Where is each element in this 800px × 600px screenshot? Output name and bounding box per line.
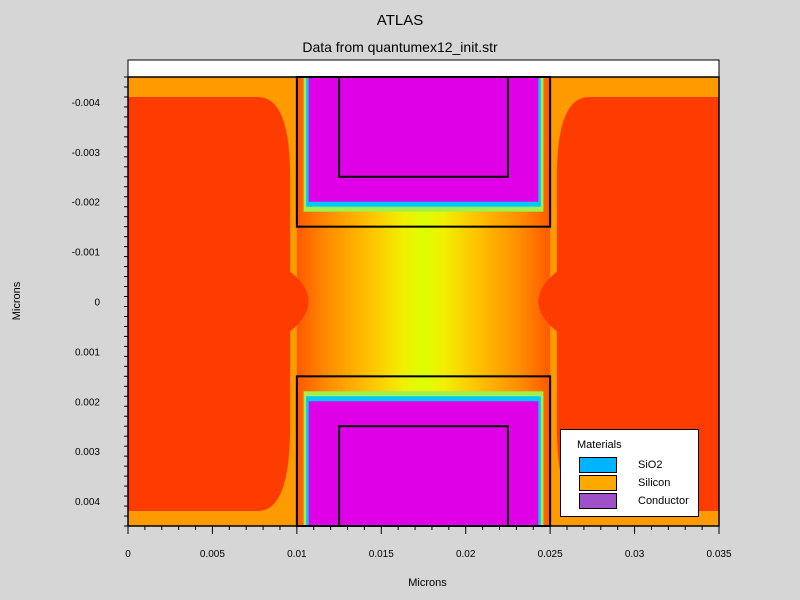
legend-title: Materials <box>577 439 622 451</box>
right-field-region <box>538 96 719 512</box>
legend: Materials SiO2 Silicon Conductor <box>560 429 699 517</box>
y-tick-label: 0.002 <box>75 397 100 408</box>
x-tick-label: 0.035 <box>706 549 731 560</box>
x-axis-label: Microns <box>408 577 447 589</box>
legend-item-conductor: Conductor <box>579 493 694 511</box>
y-tick-label: -0.002 <box>72 198 101 209</box>
legend-label-silicon: Silicon <box>638 477 671 489</box>
legend-item-sio2: SiO2 <box>579 457 694 475</box>
legend-swatch-sio2 <box>579 457 617 473</box>
x-tick-label: 0 <box>125 549 131 560</box>
top-white-band <box>127 59 720 78</box>
legend-item-silicon: Silicon <box>579 475 694 493</box>
axes: 0 0.005 0.01 0.015 0.02 0.025 0.03 0.035 -0.004 -… <box>72 76 732 560</box>
y-tick-label: 0.001 <box>75 347 100 358</box>
y-tick-label: 0.003 <box>75 447 100 458</box>
x-tick-label: 0.005 <box>200 549 225 560</box>
y-tick-label: -0.003 <box>72 148 101 159</box>
legend-swatch-silicon <box>579 475 617 491</box>
x-tick-label: 0.01 <box>287 549 307 560</box>
x-tick-label: 0.02 <box>456 549 476 560</box>
legend-label-conductor: Conductor <box>638 495 689 507</box>
bottom-gate-conductor <box>308 401 539 526</box>
legend-swatch-conductor <box>579 493 617 509</box>
y-tick-label: 0.004 <box>75 497 100 508</box>
y-tick-label: -0.001 <box>72 248 101 259</box>
x-tick-label: 0.025 <box>538 549 563 560</box>
y-axis-label: Microns <box>11 281 23 321</box>
top-gate-conductor <box>308 77 539 202</box>
y-tick-label: 0 <box>94 298 100 309</box>
x-tick-label: 0.03 <box>625 549 645 560</box>
chart-subtitle: Data from quantumex12_init.str <box>302 39 498 55</box>
left-field-region <box>128 96 309 512</box>
legend-label-sio2: SiO2 <box>638 459 663 471</box>
plot-frame <box>127 76 720 527</box>
x-tick-label: 0.015 <box>369 549 394 560</box>
chart-title: ATLAS <box>376 12 424 29</box>
y-tick-label: -0.004 <box>72 98 101 109</box>
